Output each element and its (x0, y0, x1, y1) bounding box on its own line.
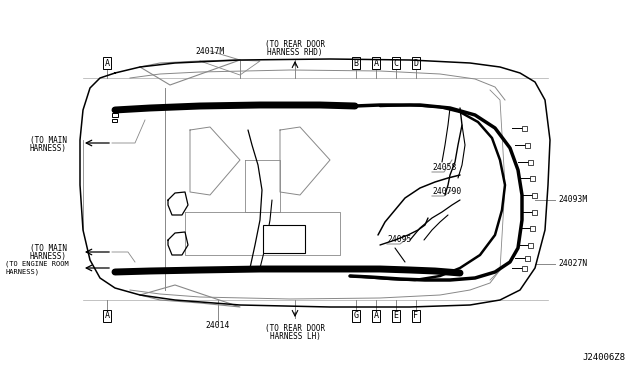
Text: A: A (374, 311, 378, 321)
Text: A: A (104, 311, 109, 321)
Bar (528, 243, 533, 247)
Bar (522, 266, 527, 270)
Bar (525, 256, 530, 260)
Bar (112, 119, 117, 122)
Text: HARNESS): HARNESS) (30, 144, 67, 153)
Text: HARNESS RHD): HARNESS RHD) (268, 48, 323, 57)
Bar (263, 225, 305, 253)
Text: (TO ENGINE ROOM: (TO ENGINE ROOM (5, 261, 68, 267)
Bar (530, 176, 535, 180)
Text: 240790: 240790 (432, 187, 461, 196)
Bar (528, 160, 533, 164)
Text: (TO REAR DOOR: (TO REAR DOOR (265, 39, 325, 48)
Bar (530, 225, 535, 231)
Text: (TO REAR DOOR: (TO REAR DOOR (265, 324, 325, 333)
Text: (TO MAIN: (TO MAIN (30, 244, 67, 253)
Text: HARNESS LH): HARNESS LH) (269, 331, 321, 340)
Text: 24058: 24058 (432, 164, 456, 173)
Text: UNIT): UNIT) (273, 245, 295, 251)
Text: 24027N: 24027N (558, 260, 588, 269)
Text: A: A (104, 58, 109, 67)
Text: F: F (413, 311, 419, 321)
Text: HARNESS): HARNESS) (5, 269, 39, 275)
Text: 24017M: 24017M (195, 46, 225, 55)
Bar (112, 113, 118, 117)
Text: B: B (353, 58, 358, 67)
Bar (525, 142, 530, 148)
Text: A: A (374, 58, 378, 67)
Text: 24093M: 24093M (558, 196, 588, 205)
Bar (522, 125, 527, 131)
Bar (532, 192, 537, 198)
Text: 24014: 24014 (206, 321, 230, 330)
Text: G: G (353, 311, 358, 321)
Text: (TO MAIN: (TO MAIN (30, 135, 67, 144)
Text: J24006Z8: J24006Z8 (582, 353, 625, 362)
Text: E: E (394, 311, 399, 321)
Text: 24095: 24095 (387, 235, 412, 244)
Text: D: D (413, 58, 419, 67)
Text: HARNESS): HARNESS) (30, 253, 67, 262)
Text: (AIR BAG: (AIR BAG (266, 237, 301, 243)
Text: SEC.253: SEC.253 (269, 229, 300, 235)
Bar (532, 209, 537, 215)
Text: C: C (394, 58, 399, 67)
